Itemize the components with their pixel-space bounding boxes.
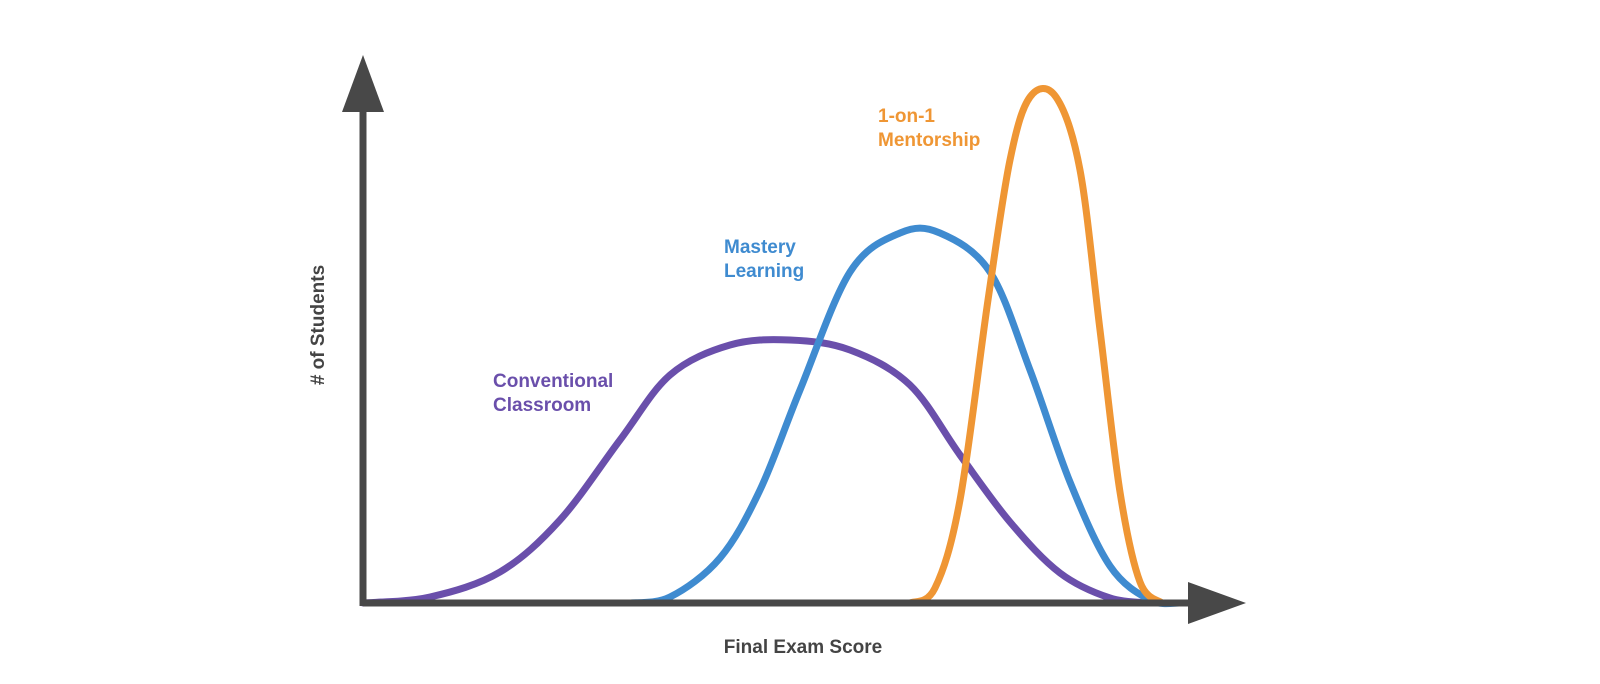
y-axis-arrow: [342, 55, 384, 112]
curve-label: Mentorship: [878, 130, 980, 151]
x-axis-arrow: [1188, 582, 1246, 624]
curve-label: Conventional: [493, 371, 613, 392]
curve-label: 1-on-1: [878, 106, 935, 127]
curve: [906, 85, 1166, 607]
curve: [626, 224, 1184, 608]
curve: [359, 336, 1154, 607]
curve-label: Learning: [724, 261, 804, 282]
curve-label: Classroom: [493, 395, 591, 416]
y-axis-label: # of Students: [308, 265, 329, 385]
curves: [359, 85, 1184, 608]
curve-labels: Conventional Classroom Mastery Learning 1-on…: [493, 106, 980, 416]
x-axis-label: Final Exam Score: [724, 637, 882, 658]
curve-label: Mastery: [724, 237, 796, 258]
